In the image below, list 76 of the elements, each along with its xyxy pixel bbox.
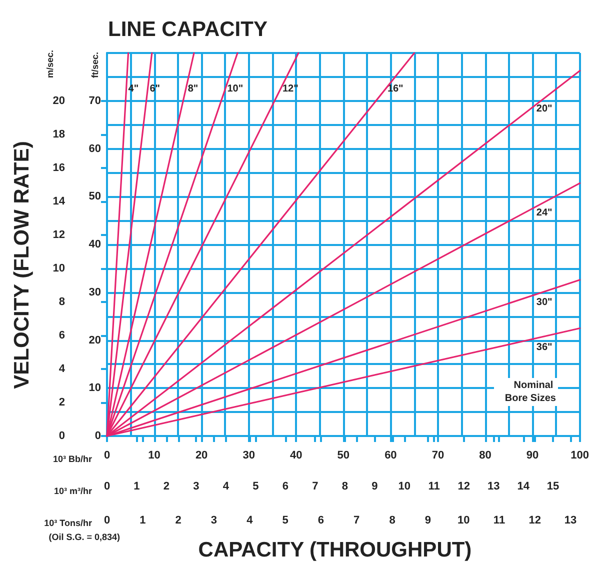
y-tick-label: 10 (52, 262, 65, 274)
text: 10³ m³/hr (54, 486, 92, 496)
y-tick-label: 20 (52, 94, 65, 107)
x-tick-label: 50 (337, 450, 350, 462)
y2-tick-label: 70 (88, 94, 101, 107)
series-label: 8" (188, 84, 198, 94)
x2-tick-label: 8 (342, 480, 348, 492)
y-tick-label: 0 (58, 430, 65, 442)
y-tick-label: 6 (58, 329, 65, 342)
series-label: 20" (536, 104, 553, 115)
x2-tick-label: 14 (517, 480, 530, 492)
text: 7 (354, 514, 360, 526)
x-tick-label: 40 (290, 450, 302, 462)
y-tick-label: 18 (52, 128, 65, 140)
text: 2 (175, 514, 182, 526)
y2-tick-label: 20 (88, 334, 101, 346)
text: 9 (424, 514, 431, 526)
x-tick-label: 0 (104, 450, 110, 462)
y-tick-label: 14 (52, 195, 66, 208)
x2-tick-label: 15 (546, 480, 560, 492)
x-tick-label: 90 (526, 450, 539, 462)
x2-tick-label: 11 (428, 480, 440, 492)
text: 10 (457, 514, 470, 526)
y-tick-label: 12 (52, 228, 65, 241)
text: (Oil S.G. = 0,834) (48, 532, 120, 542)
text: 4 (246, 514, 254, 526)
x2-tick-label: 7 (312, 480, 318, 492)
y-tick-label: 2 (58, 396, 65, 408)
x2-tick-label: 5 (252, 480, 259, 492)
y2-tick-label: 0 (94, 430, 101, 442)
x2-tick-label: 10 (398, 480, 410, 492)
series-label: 10" (227, 84, 244, 94)
series-label: 30" (536, 297, 553, 308)
text: 13 (564, 514, 577, 526)
text: 10³ Tons/hr (44, 518, 92, 528)
x2-tick-label: 12 (458, 480, 470, 492)
x2-tick-label: 2 (163, 480, 170, 492)
y2-tick-label: 40 (88, 238, 101, 250)
text: 5 (282, 514, 288, 526)
series-label: 24" (536, 208, 553, 219)
text: ft/sec. (90, 52, 100, 78)
x-tick-label: 20 (195, 450, 208, 462)
y-tick-label: 16 (52, 162, 65, 174)
x2-tick-label: 9 (372, 480, 378, 492)
series-label: 36" (536, 342, 553, 353)
x-tick-label: 80 (479, 450, 492, 462)
x2-tick-label: 6 (282, 480, 288, 492)
x-tick-label: 70 (432, 450, 444, 462)
text: 8 (389, 514, 396, 526)
x-tick-label: 30 (242, 450, 255, 462)
x-axis-title: CAPACITY (THROUGHPUT) (198, 538, 472, 562)
y2-tick-label: 10 (88, 382, 101, 394)
text: 11 (493, 514, 506, 526)
x-tick-label: 10 (148, 450, 160, 462)
x2-tick-label: 3 (193, 480, 200, 492)
y-tick-label: 8 (58, 296, 65, 308)
text: 3 (210, 514, 218, 526)
x-tick-label: 60 (384, 450, 397, 462)
y2-tick-label: 30 (88, 286, 101, 298)
y2-tick-label: 50 (88, 190, 101, 203)
x2-tick-label: 4 (222, 480, 230, 492)
text: m/sec. (45, 50, 55, 78)
text: 6 (318, 514, 324, 526)
x2-tick-label: 0 (104, 480, 110, 492)
x2-tick-label: 1 (134, 480, 140, 492)
y2-tick-label: 60 (88, 142, 101, 155)
text: 0 (104, 514, 110, 526)
text: 1 (140, 514, 146, 526)
y-axis-title: VELOCITY (FLOW RATE) (10, 141, 34, 389)
x2-tick-label: 13 (487, 480, 500, 492)
x-tick-label: 100 (570, 450, 590, 462)
y-tick-label: 4 (58, 362, 66, 375)
annotation: Nominal Bore Sizes (504, 380, 556, 404)
chart-title: LINE CAPACITY (108, 18, 268, 41)
text: 10³ Bb/hr (52, 454, 92, 464)
text: 12 (528, 514, 542, 526)
